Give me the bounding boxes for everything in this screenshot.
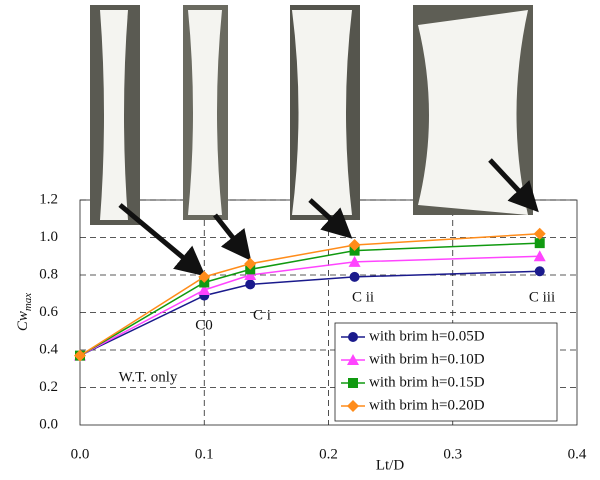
- photo-wheel: [418, 10, 528, 215]
- y-tick-label: 0.6: [39, 304, 58, 320]
- legend-label: with brim h=0.05D: [369, 328, 485, 344]
- point: [533, 227, 546, 240]
- arrow: [118, 203, 206, 277]
- y-axis-label: Cwmax: [15, 293, 33, 331]
- legend-box: [334, 322, 558, 422]
- photo-wheel: [188, 10, 222, 215]
- x-tick-label: 0.2: [319, 446, 338, 462]
- point: [349, 271, 360, 282]
- annotation: C ii: [352, 289, 374, 305]
- point: [244, 269, 257, 280]
- point: [533, 250, 546, 262]
- annotation: C iii: [529, 289, 555, 305]
- photo-wheel: [100, 10, 128, 220]
- point: [198, 284, 211, 295]
- y-tick-label: 1.0: [39, 229, 58, 245]
- y-label-sub: max: [22, 293, 34, 311]
- point: [245, 279, 256, 290]
- arrow: [308, 198, 353, 239]
- y-tick-label: 0.8: [39, 266, 58, 282]
- point: [244, 257, 257, 270]
- legend-marker: [347, 354, 359, 365]
- photos: [90, 5, 533, 225]
- x-tick-label: 0.3: [443, 446, 462, 462]
- legend-label: with brim h=0.10D: [369, 351, 485, 367]
- y-tick-label: 0.4: [39, 341, 58, 357]
- legend-marker: [348, 332, 358, 342]
- arrow: [213, 213, 252, 261]
- legend-marker: [348, 378, 358, 388]
- x-axis-label: Lt/D: [376, 457, 404, 473]
- point: [198, 270, 211, 283]
- y-tick-label: 0.2: [39, 379, 58, 395]
- legend-marker: [347, 400, 359, 412]
- annotation: W.T. only: [119, 369, 178, 385]
- y-tick-label: 1.2: [39, 191, 58, 207]
- point: [348, 255, 361, 267]
- x-tick-label: 0.0: [71, 446, 90, 462]
- y-tick-label: 0.0: [39, 416, 58, 432]
- x-tick-label: 0.1: [195, 446, 214, 462]
- annotation: C i: [253, 307, 271, 323]
- x-tick-label: 0.4: [568, 446, 587, 462]
- legend-label: with brim h=0.15D: [369, 374, 485, 390]
- point: [74, 349, 86, 362]
- legend-label: with brim h=0.20D: [369, 397, 485, 413]
- photo-wheel: [292, 10, 352, 215]
- point: [534, 266, 545, 277]
- arrow: [488, 158, 539, 213]
- annotation: C0: [195, 317, 213, 333]
- point: [534, 238, 545, 249]
- point: [348, 239, 361, 251]
- y-label-main: Cw: [15, 311, 31, 331]
